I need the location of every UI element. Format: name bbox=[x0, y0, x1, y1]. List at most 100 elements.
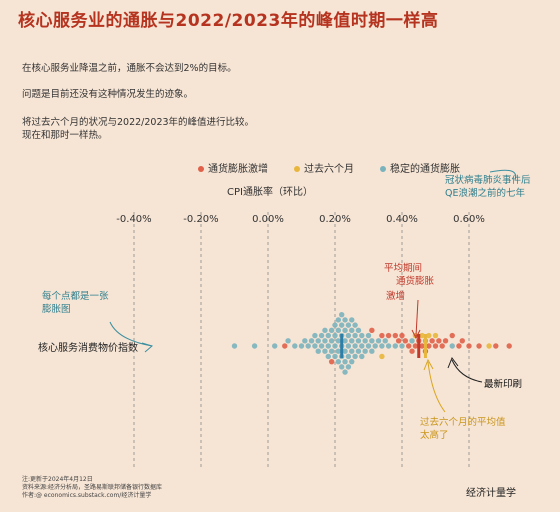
legend-surge-label: 通货膨胀激增 bbox=[208, 164, 268, 175]
past6-line-2: 太高了 bbox=[420, 430, 449, 441]
data-point bbox=[285, 338, 291, 344]
brand-label: 经济计量学 bbox=[466, 488, 516, 499]
each-point-arrowhead bbox=[141, 342, 154, 353]
data-point bbox=[399, 332, 405, 339]
avg-surge-arrowhead bbox=[411, 329, 421, 340]
data-point bbox=[335, 327, 342, 334]
data-point bbox=[345, 364, 352, 370]
data-point bbox=[506, 343, 512, 349]
data-point bbox=[328, 358, 335, 365]
data-point bbox=[315, 338, 321, 344]
data-point bbox=[349, 327, 355, 334]
data-point bbox=[449, 332, 455, 339]
data-point bbox=[332, 332, 338, 339]
data-point bbox=[328, 348, 335, 354]
data-point bbox=[345, 343, 352, 349]
data-point bbox=[379, 332, 385, 339]
data-point bbox=[369, 327, 375, 334]
data-point bbox=[282, 343, 288, 349]
data-point bbox=[349, 317, 355, 323]
legend-stable: 稳定的通货膨胀 bbox=[380, 160, 460, 175]
covid-arrow bbox=[489, 169, 517, 181]
legend-stable-label: 稳定的通货膨胀 bbox=[390, 164, 460, 175]
data-point bbox=[359, 332, 365, 339]
grid bbox=[133, 212, 470, 470]
data-point bbox=[375, 338, 382, 344]
data-point bbox=[365, 332, 372, 339]
data-point bbox=[318, 343, 325, 349]
legend-past6-dot bbox=[294, 166, 300, 172]
data-point bbox=[345, 332, 352, 339]
legend-surge-dot bbox=[198, 166, 204, 172]
x-tick-label: -0.20% bbox=[183, 214, 218, 225]
data-point bbox=[352, 332, 358, 339]
data-point bbox=[335, 358, 342, 365]
data-point bbox=[426, 332, 432, 339]
latest-arrowhead bbox=[447, 356, 459, 369]
x-tick-label: 0.60% bbox=[453, 214, 485, 225]
x-tick-label: 0.40% bbox=[386, 214, 418, 225]
data-point bbox=[385, 343, 392, 349]
data-point bbox=[328, 327, 335, 334]
category-label: 核心服务消费物价指数 bbox=[38, 341, 138, 354]
past6-arrowhead bbox=[423, 358, 434, 371]
data-point bbox=[332, 322, 338, 328]
data-point bbox=[342, 327, 348, 334]
avg-surge-annotation: 平均期间 通货膨胀 激增 bbox=[382, 262, 434, 303]
data-point bbox=[442, 338, 449, 344]
legend-surge: 通货膨胀激增 bbox=[198, 160, 268, 175]
x-tick-label: 0.20% bbox=[319, 214, 351, 225]
data-point bbox=[493, 343, 499, 349]
data-point bbox=[419, 332, 425, 339]
x-tick-label: -0.40% bbox=[116, 214, 151, 225]
data-point bbox=[322, 348, 328, 354]
data-point bbox=[379, 343, 385, 349]
data-point bbox=[335, 338, 342, 344]
data-point bbox=[406, 343, 412, 349]
data-point bbox=[355, 348, 362, 354]
each-point-line-2: 膨胀图 bbox=[42, 304, 71, 315]
data-point bbox=[325, 353, 331, 360]
data-point bbox=[345, 322, 352, 328]
footer-author: 作者:@ economics.substack.com/经济计量学 bbox=[22, 492, 152, 499]
data-point bbox=[315, 348, 321, 354]
data-point bbox=[486, 343, 492, 349]
data-point bbox=[399, 343, 405, 349]
x-ticks: -0.40% -0.20% 0.00% 0.20% 0.40% 0.60% bbox=[116, 214, 485, 225]
data-point bbox=[339, 322, 345, 328]
data-point bbox=[369, 338, 375, 344]
data-point bbox=[359, 353, 365, 360]
mean-marker bbox=[340, 334, 344, 358]
avg-surge-line-2: 通货膨胀 bbox=[396, 276, 435, 287]
x-tick-label: 0.00% bbox=[252, 214, 284, 225]
intro-line-1: 在核心服务业降温之前，通胀不会达到2%的目标。 bbox=[22, 63, 237, 74]
mean-marker bbox=[423, 334, 427, 358]
data-point bbox=[412, 343, 419, 349]
data-point bbox=[325, 332, 331, 339]
data-point bbox=[355, 338, 362, 344]
avg-surge-line-1: 平均期间 bbox=[384, 263, 423, 274]
data-point bbox=[325, 343, 331, 349]
data-point bbox=[231, 343, 238, 349]
data-point bbox=[342, 348, 348, 354]
each-point-annotation: 每个点都是一张 膨胀图 bbox=[42, 290, 109, 316]
data-point bbox=[432, 343, 439, 349]
data-point bbox=[312, 343, 318, 349]
data-point bbox=[436, 338, 442, 344]
data-point bbox=[449, 343, 455, 349]
data-point bbox=[352, 353, 358, 360]
data-point bbox=[335, 348, 342, 354]
data-point bbox=[362, 348, 368, 354]
mean-marker bbox=[417, 334, 421, 358]
data-point bbox=[385, 332, 392, 339]
data-point bbox=[349, 348, 355, 354]
data-point bbox=[392, 332, 398, 339]
data-point bbox=[466, 343, 472, 349]
data-point bbox=[476, 343, 482, 349]
data-point bbox=[429, 338, 435, 344]
data-point bbox=[342, 369, 348, 375]
legend-past6-label: 过去六个月 bbox=[304, 164, 354, 175]
data-point bbox=[328, 338, 335, 344]
data-point bbox=[382, 338, 388, 344]
data-point bbox=[369, 348, 375, 354]
